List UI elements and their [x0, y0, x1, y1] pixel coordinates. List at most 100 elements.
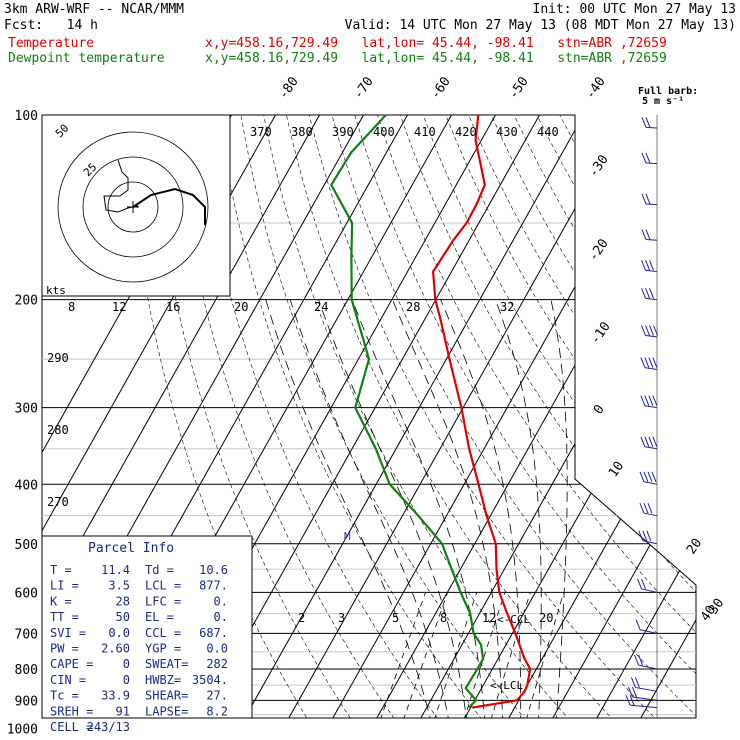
barb-flag	[653, 325, 659, 336]
barb-staff	[640, 629, 658, 634]
barb-staff	[644, 367, 658, 371]
wind-barb	[641, 325, 659, 338]
pressure-tick-label: 600	[15, 586, 38, 601]
parcel-row-label: LCL =	[145, 579, 181, 593]
dry-adiabat	[280, 115, 634, 718]
wind-barb	[641, 260, 658, 273]
parcel-row-value: 243/13	[87, 720, 130, 734]
barb-flag	[630, 677, 636, 688]
mixing-ratio-label: 3	[338, 611, 345, 625]
parcel-row-value: 91	[116, 704, 130, 718]
pressure-tick-label: 100	[15, 109, 38, 124]
barb-flag	[639, 471, 645, 482]
barb-flag	[646, 530, 652, 541]
moist-adiabat	[351, 299, 487, 718]
mixing-ratio-line	[519, 592, 565, 718]
isotherm-label: -70	[351, 74, 377, 102]
parcel-row-value: 8.2	[206, 704, 228, 718]
mixing-ratio-label: 2	[298, 611, 305, 625]
barb-flag	[652, 357, 658, 368]
wind-barb	[641, 117, 658, 129]
parcel-row-label: EL =	[145, 610, 174, 624]
wind-barb	[639, 502, 658, 517]
barb-flag	[652, 395, 658, 406]
sounding-profiles	[330, 114, 532, 709]
isotherm-label: 30	[706, 596, 727, 617]
hodograph-trace	[132, 187, 206, 225]
barb-flag	[643, 502, 649, 514]
wind-barb	[640, 395, 658, 409]
parcel-row-label: HWBZ=	[145, 673, 181, 687]
hodograph-ring	[107, 181, 159, 233]
barb-key-line2: 5 m s⁻¹	[642, 96, 684, 107]
parcel-row-label: CIN =	[50, 673, 86, 687]
parcel-row-value: 50	[116, 610, 130, 624]
barb-flag	[645, 325, 651, 336]
moist-adiabat	[495, 299, 542, 718]
barb-flag	[641, 117, 647, 128]
theta-e-label: 16	[166, 300, 180, 314]
forecast-label: Fcst: 14 h	[4, 18, 98, 34]
barb-flag	[649, 288, 655, 299]
storm-motion-trace	[103, 159, 139, 213]
theta-e-label: 28	[406, 300, 420, 314]
theta-label: 290	[47, 351, 69, 365]
parcel-row-label: T =	[50, 563, 72, 577]
barb-flag	[625, 694, 631, 706]
parcel-row-value: 877.	[199, 579, 228, 593]
barb-flag	[641, 578, 647, 590]
dry-adiabat	[236, 115, 545, 718]
dry-adiabat	[346, 115, 696, 718]
isotherm-label: -80	[276, 74, 302, 102]
wind-barb	[641, 229, 658, 241]
theta-label: 380	[291, 125, 313, 139]
barb-flag	[645, 117, 651, 128]
wind-barb	[634, 654, 658, 670]
barb-flag	[641, 229, 647, 240]
isotherm-label: -40	[583, 74, 609, 102]
temperature-legend-info: x,y=458.16,729.49 lat,lon= 45.44, -98.41…	[205, 36, 667, 51]
barb-staff	[644, 446, 658, 450]
mixing-ratio-line	[372, 592, 426, 718]
barb-flag	[634, 654, 640, 666]
barb-flag	[645, 193, 651, 205]
dry-adiabat	[191, 115, 456, 718]
parcel-row-value: 33.9	[101, 689, 130, 703]
theta-e-label: 20	[234, 300, 248, 314]
isotherm-label: -10	[588, 319, 614, 347]
dry-adiabat	[147, 115, 367, 718]
isotherm-line	[583, 115, 696, 718]
parcel-row-value: 2.60	[101, 642, 130, 656]
barb-flag	[644, 395, 650, 406]
barb-flag	[641, 260, 647, 271]
m-annotation: M	[344, 530, 351, 543]
isotherm-line	[407, 115, 696, 718]
isotherm-label: 20	[684, 536, 705, 557]
isotherm-label: -60	[428, 74, 454, 102]
parcel-row-value: 3.5	[108, 579, 130, 593]
parcel-row-value: 10.6	[199, 563, 228, 577]
model-title: 3km ARW-WRF -- NCAR/MMM	[4, 2, 185, 17]
mixing-ratio-line	[395, 592, 449, 718]
barb-flag	[639, 502, 645, 514]
parcel-row-label: SVI =	[50, 626, 86, 640]
wind-barb	[641, 193, 658, 206]
wind-barb	[640, 436, 658, 450]
mixing-ratio-label: 20	[539, 611, 553, 625]
parcel-row-value: 687.	[199, 626, 228, 640]
barb-flag	[649, 260, 655, 271]
parcel-row-label: YGP =	[145, 642, 181, 656]
parcel-row-label: LI =	[50, 579, 79, 593]
wind-barb	[639, 471, 658, 485]
barb-flag	[629, 694, 635, 706]
barb-staff	[632, 696, 658, 701]
pressure-tick-label: 800	[15, 663, 38, 678]
wind-barb	[640, 357, 658, 371]
parcel-row-value: 0.0	[206, 642, 228, 656]
parcel-row-value: 0.0	[108, 626, 130, 640]
dry-adiabat	[523, 115, 696, 718]
wind-barb	[635, 619, 658, 634]
mixing-ratio-label: 12	[482, 611, 496, 625]
parcel-row-label: CELL =	[50, 720, 93, 734]
